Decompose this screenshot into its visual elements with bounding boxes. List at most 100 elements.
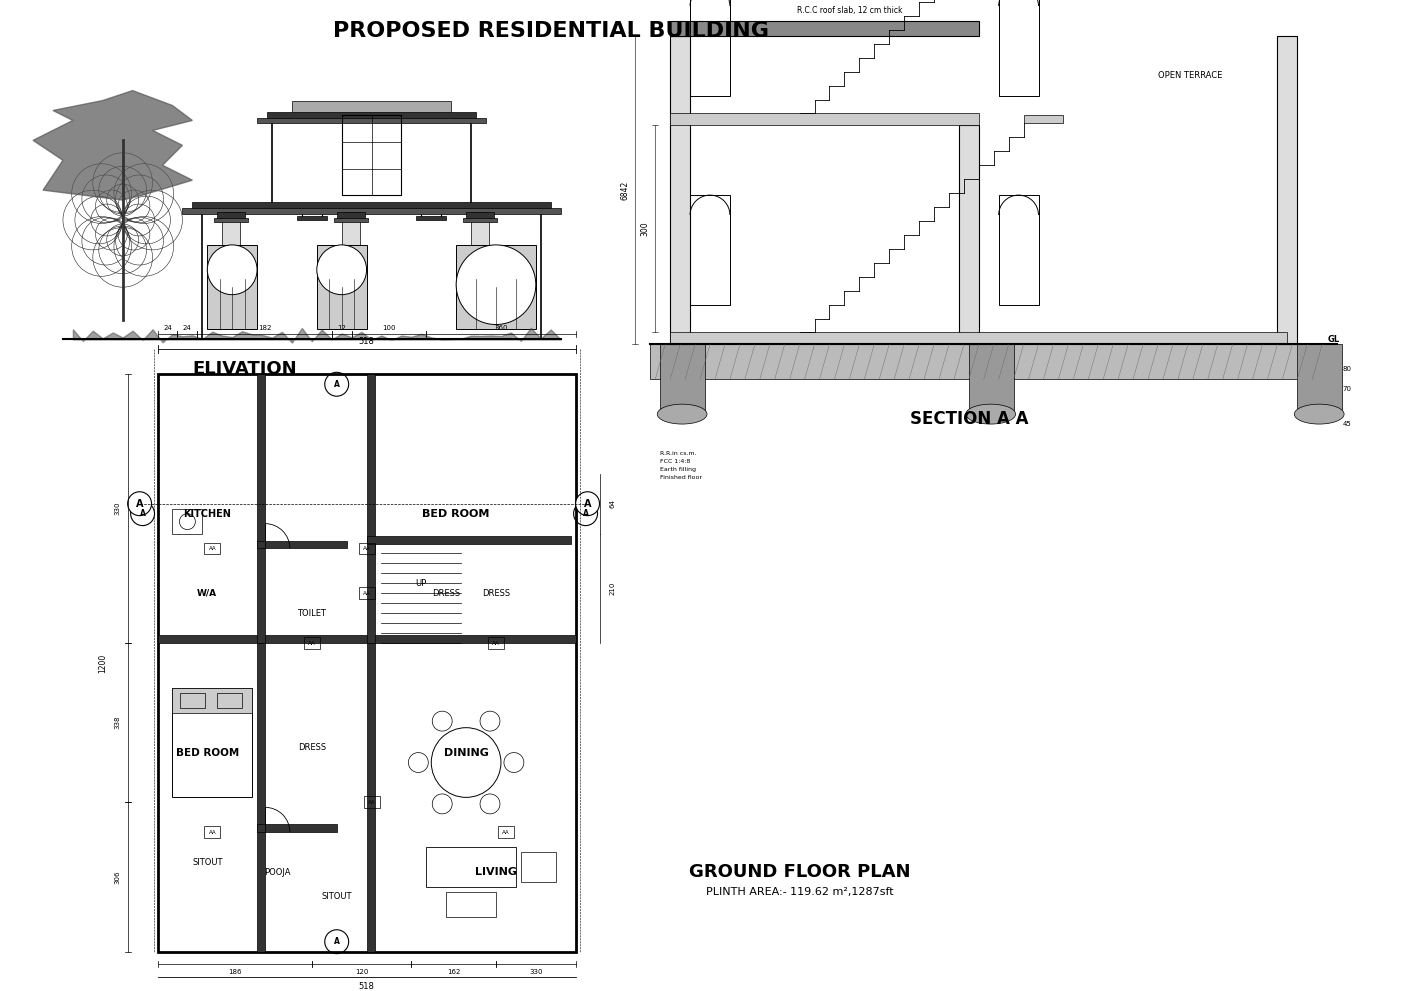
Bar bbox=[1278, 36, 1298, 345]
Text: AA: AA bbox=[209, 546, 216, 551]
Bar bbox=[304, 637, 320, 649]
Bar bbox=[182, 208, 561, 214]
Text: UP: UP bbox=[416, 579, 427, 588]
Text: SECTION A A: SECTION A A bbox=[910, 410, 1028, 428]
Bar bbox=[317, 245, 366, 329]
Bar bbox=[359, 588, 375, 600]
Bar bbox=[650, 345, 1328, 380]
Bar bbox=[359, 542, 375, 555]
Bar bbox=[426, 847, 515, 887]
Bar bbox=[498, 826, 514, 838]
Text: AA: AA bbox=[362, 591, 371, 596]
Text: 518: 518 bbox=[359, 982, 375, 991]
Bar bbox=[690, 0, 730, 95]
Text: TOILET: TOILET bbox=[297, 608, 327, 617]
Text: POOJA: POOJA bbox=[264, 867, 290, 876]
Text: 360: 360 bbox=[494, 324, 508, 331]
Text: 162: 162 bbox=[447, 968, 460, 974]
Text: FCC 1:4:8: FCC 1:4:8 bbox=[660, 460, 690, 465]
Bar bbox=[416, 216, 446, 220]
Bar bbox=[214, 218, 248, 222]
Text: A: A bbox=[136, 498, 143, 508]
Bar bbox=[1298, 345, 1342, 414]
Bar bbox=[366, 535, 571, 543]
Text: 24: 24 bbox=[163, 324, 172, 331]
Text: 518: 518 bbox=[359, 337, 375, 346]
Text: 306: 306 bbox=[115, 870, 121, 884]
Bar bbox=[521, 852, 555, 882]
Bar bbox=[456, 245, 535, 329]
Text: DINING: DINING bbox=[443, 747, 488, 757]
Bar bbox=[217, 212, 246, 220]
Text: AA: AA bbox=[493, 640, 500, 645]
Text: 6842: 6842 bbox=[621, 180, 630, 200]
Text: ELIVATION: ELIVATION bbox=[192, 361, 297, 379]
Text: A: A bbox=[582, 509, 588, 518]
Bar bbox=[366, 375, 375, 643]
Text: Earth filling: Earth filling bbox=[660, 468, 696, 473]
Bar bbox=[180, 693, 206, 708]
Text: AA: AA bbox=[308, 640, 315, 645]
Text: PLINTH AREA:- 119.62 m²,1287sft: PLINTH AREA:- 119.62 m²,1287sft bbox=[706, 887, 893, 897]
Text: A: A bbox=[139, 509, 145, 518]
Bar bbox=[466, 212, 494, 220]
Text: W/A: W/A bbox=[197, 589, 217, 598]
Text: A: A bbox=[334, 937, 339, 946]
Bar bbox=[172, 688, 253, 713]
Polygon shape bbox=[33, 90, 192, 200]
Bar bbox=[670, 114, 978, 126]
Text: DRESS: DRESS bbox=[298, 743, 325, 752]
Text: 80: 80 bbox=[1342, 367, 1352, 373]
Ellipse shape bbox=[317, 245, 366, 294]
Bar bbox=[202, 210, 541, 340]
Bar bbox=[217, 693, 243, 708]
Bar bbox=[334, 218, 368, 222]
Bar bbox=[293, 100, 452, 113]
Text: Finished floor: Finished floor bbox=[660, 476, 703, 481]
Text: 24: 24 bbox=[183, 324, 192, 331]
Text: 1200: 1200 bbox=[98, 653, 108, 673]
Bar bbox=[158, 635, 575, 643]
Bar bbox=[488, 637, 504, 649]
Bar bbox=[158, 375, 575, 951]
Bar bbox=[998, 0, 1038, 95]
Ellipse shape bbox=[966, 404, 1015, 424]
Bar bbox=[257, 375, 266, 643]
Bar bbox=[257, 825, 337, 832]
Bar bbox=[172, 508, 202, 533]
Bar bbox=[670, 21, 978, 36]
Bar bbox=[192, 202, 551, 210]
Bar bbox=[959, 126, 978, 345]
Text: 186: 186 bbox=[229, 968, 241, 974]
Bar bbox=[342, 116, 402, 195]
Circle shape bbox=[575, 492, 599, 515]
Text: 100: 100 bbox=[382, 324, 396, 331]
Bar bbox=[267, 113, 476, 121]
Bar bbox=[257, 119, 486, 124]
Bar bbox=[471, 212, 488, 279]
Text: BED ROOM: BED ROOM bbox=[423, 508, 490, 518]
Text: BED ROOM: BED ROOM bbox=[176, 747, 239, 757]
Text: AA: AA bbox=[368, 800, 375, 805]
Text: AA: AA bbox=[503, 829, 510, 834]
Ellipse shape bbox=[657, 404, 707, 424]
Text: GROUND FLOOR PLAN: GROUND FLOOR PLAN bbox=[689, 863, 910, 881]
Bar bbox=[364, 797, 379, 809]
Bar bbox=[446, 892, 496, 917]
Text: 300: 300 bbox=[640, 222, 650, 236]
Text: R.R.in cs.m.: R.R.in cs.m. bbox=[660, 452, 697, 457]
Bar bbox=[204, 542, 220, 555]
Ellipse shape bbox=[456, 245, 535, 324]
Text: LIVING: LIVING bbox=[474, 867, 517, 877]
Text: 210: 210 bbox=[609, 582, 615, 595]
Bar bbox=[302, 210, 322, 218]
Text: A: A bbox=[334, 380, 339, 388]
Text: 120: 120 bbox=[355, 968, 368, 974]
Bar bbox=[337, 212, 365, 220]
Bar bbox=[660, 345, 704, 414]
Bar bbox=[998, 195, 1038, 304]
Bar bbox=[257, 540, 346, 548]
Bar bbox=[297, 216, 327, 220]
Text: PROPOSED RESIDENTIAL BUILDING: PROPOSED RESIDENTIAL BUILDING bbox=[332, 21, 768, 41]
Bar bbox=[463, 218, 497, 222]
